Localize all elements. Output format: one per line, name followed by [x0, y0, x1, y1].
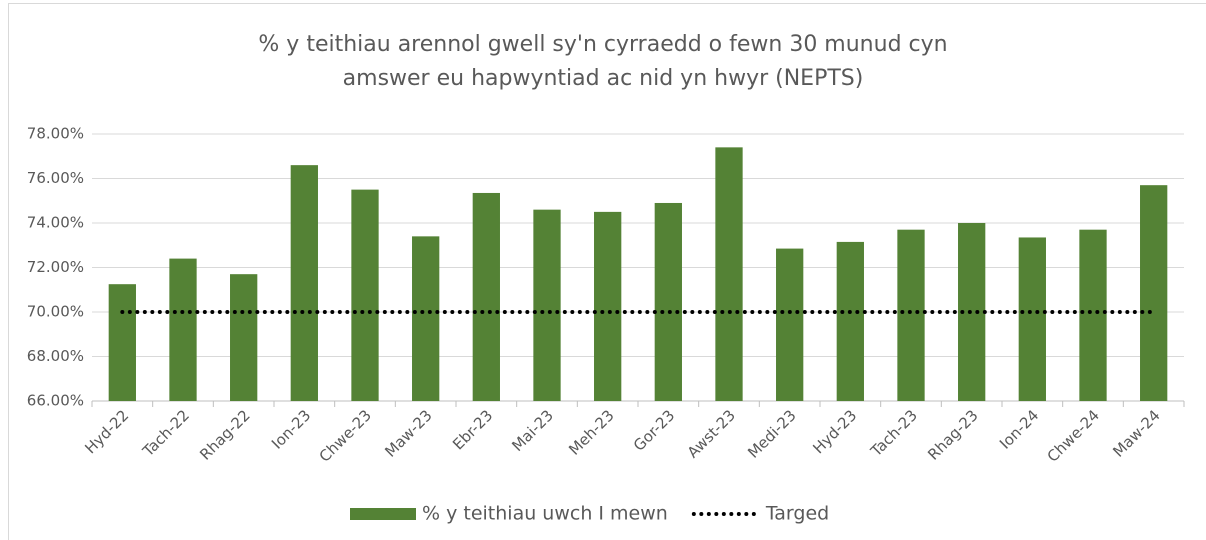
x-tick-label: Hyd-23	[809, 406, 860, 457]
bar	[897, 229, 925, 401]
x-tick-label: Ion-23	[268, 406, 314, 452]
x-tick-label: Tach-22	[138, 406, 193, 461]
y-tick-label: 66.00%	[27, 392, 84, 410]
y-tick-label: 78.00%	[27, 125, 84, 143]
bar	[472, 192, 500, 401]
bar	[654, 202, 682, 401]
y-tick-label: 74.00%	[27, 214, 84, 232]
bar	[533, 209, 561, 401]
x-tick-label: Maw-24	[1109, 406, 1163, 460]
x-tick-label: Tach-23	[866, 406, 921, 461]
chart-title: % y teithiau arennol gwell sy'n cyrraedd…	[258, 32, 948, 91]
bar	[169, 258, 197, 401]
x-tick-label: Mai-23	[508, 406, 557, 455]
bar	[715, 147, 743, 401]
bar	[1140, 185, 1168, 401]
bar	[1079, 229, 1107, 401]
x-tick-label: Rhag-23	[924, 406, 981, 463]
x-tick-label: Chwe-23	[316, 406, 375, 465]
bar	[351, 189, 379, 401]
x-tick-label: Rhag-22	[196, 406, 253, 463]
chart-border	[8, 3, 1206, 540]
bar	[836, 241, 864, 401]
x-tick-label: Ebr-23	[449, 406, 496, 453]
x-tick-label: Awst-23	[684, 406, 739, 461]
x-tick-label: Maw-23	[381, 406, 435, 460]
y-tick-label: 72.00%	[27, 258, 84, 276]
x-tick-label: Gor-23	[630, 406, 678, 454]
legend-swatch	[350, 508, 416, 520]
bar	[230, 274, 258, 401]
x-tick-label: Chwe-24	[1044, 406, 1103, 465]
legend-label: % y teithiau uwch I mewn	[422, 503, 668, 525]
y-tick-label: 76.00%	[27, 169, 84, 187]
bar	[412, 236, 440, 401]
legend-label: Targed	[765, 503, 829, 525]
bar	[290, 165, 318, 401]
bar	[1018, 237, 1046, 401]
bar	[108, 284, 136, 401]
x-tick-label: Meh-23	[565, 406, 617, 458]
y-tick-label: 68.00%	[27, 347, 84, 365]
x-tick-label: Hyd-22	[81, 406, 132, 457]
y-tick-label: 70.00%	[27, 303, 84, 321]
x-tick-label: Ion-24	[996, 406, 1042, 452]
bar	[594, 211, 622, 401]
bar	[776, 248, 804, 401]
x-tick-label: Medi-23	[744, 406, 799, 461]
